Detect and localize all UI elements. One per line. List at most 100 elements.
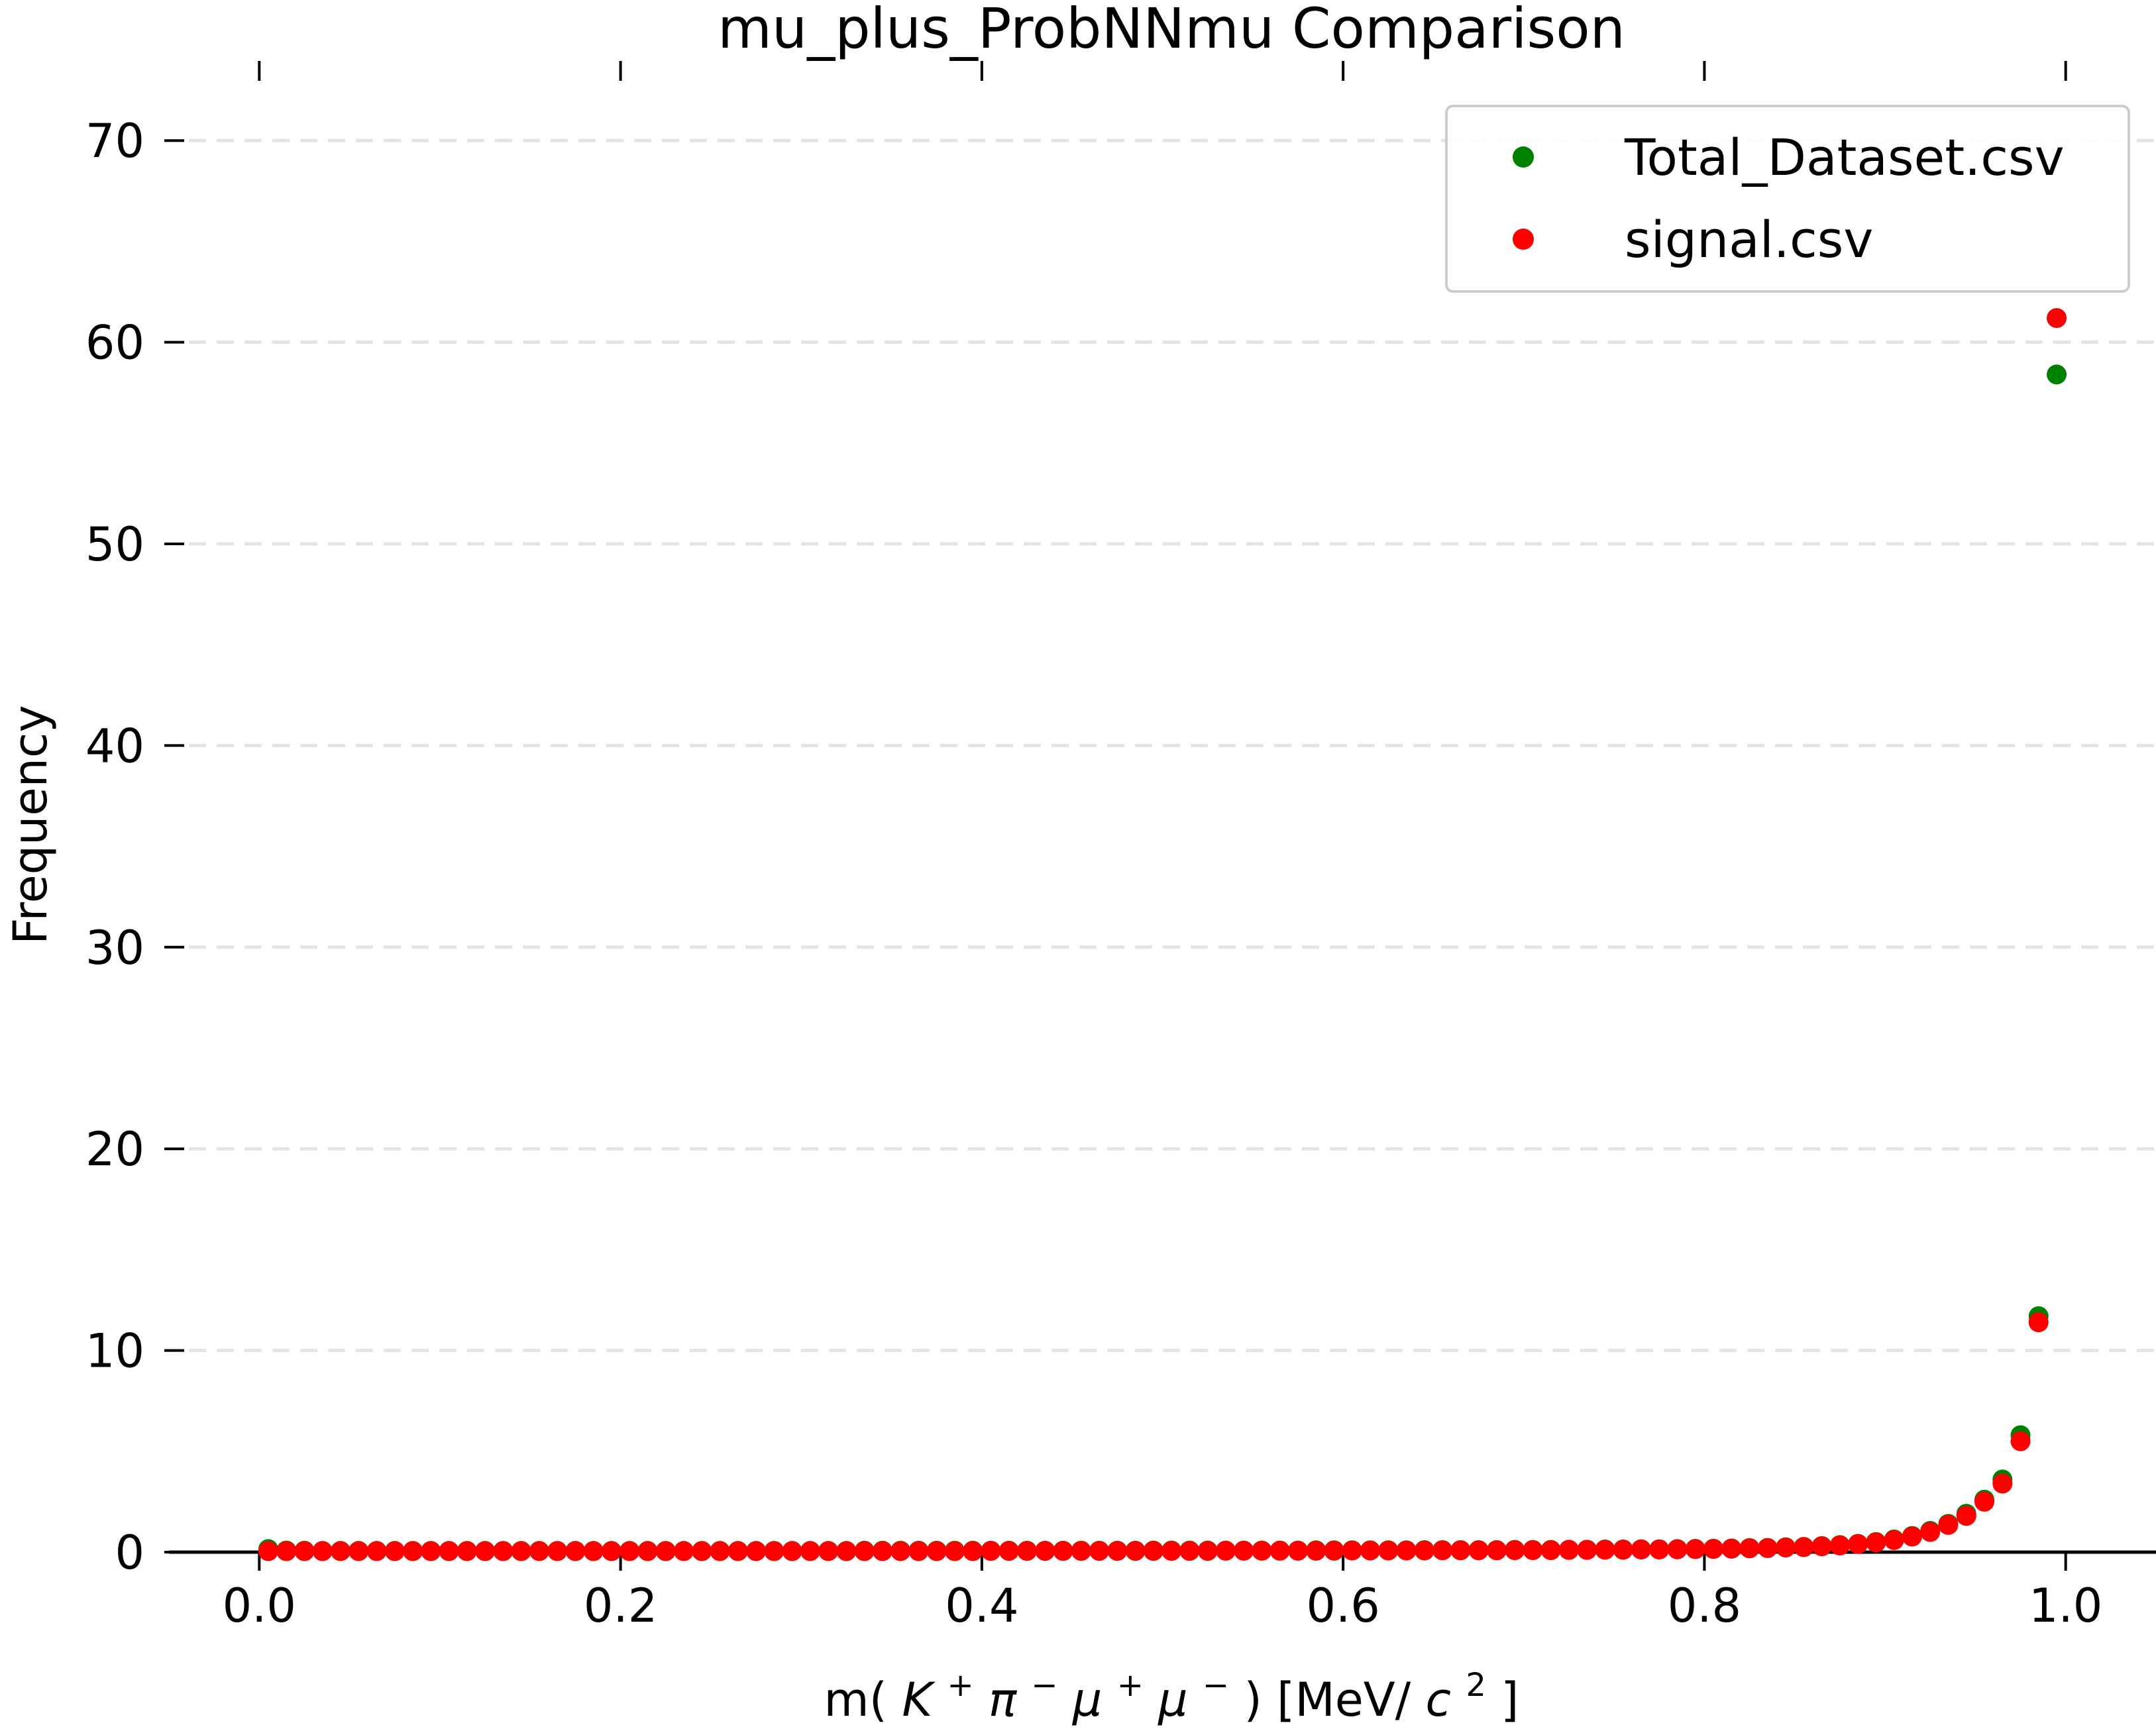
point-signal-csv (1811, 1536, 1832, 1557)
data-points (258, 308, 2067, 1561)
chart-title: mu_plus_ProbNNmu Comparison (718, 0, 1625, 61)
point-signal-csv (366, 1541, 387, 1561)
top-x-ticks (258, 61, 2067, 81)
point-signal-csv (1215, 1540, 1236, 1561)
x-label-particle-k: K (902, 1673, 936, 1727)
point-signal-csv (1089, 1541, 1110, 1561)
point-signal-csv (1558, 1540, 1579, 1560)
y-tick-label: 70 (85, 114, 144, 168)
point-signal-csv (1432, 1540, 1453, 1561)
point-signal-csv (1685, 1539, 1705, 1559)
point-signal-csv (1848, 1534, 1868, 1554)
point-signal-csv (601, 1541, 621, 1561)
point-signal-csv (349, 1541, 369, 1561)
x-axis-label-unit-power: 2 (1466, 1667, 1486, 1704)
point-signal-csv (258, 1541, 278, 1561)
point-signal-csv (1234, 1540, 1254, 1561)
x-tick-label: 0.6 (1306, 1579, 1379, 1633)
point-signal-csv (1414, 1540, 1434, 1561)
point-signal-csv (1667, 1539, 1688, 1559)
point-signal-csv (1938, 1514, 1959, 1535)
point-signal-csv (1161, 1541, 1182, 1561)
x-label-charge-k: + (947, 1667, 973, 1704)
point-signal-csv (1956, 1506, 1976, 1526)
point-signal-csv (493, 1541, 513, 1561)
point-signal-csv (908, 1541, 929, 1561)
x-tick-label: 0.2 (584, 1579, 657, 1633)
x-tick-label: 1.0 (2029, 1579, 2102, 1633)
point-signal-csv (1378, 1540, 1399, 1561)
point-signal-csv (764, 1541, 784, 1561)
point-signal-csv (1649, 1540, 1670, 1560)
point-signal-csv (674, 1541, 694, 1561)
point-signal-csv (1035, 1541, 1055, 1561)
point-signal-csv (1884, 1530, 1904, 1550)
x-label-charge-pi: − (1031, 1667, 1057, 1704)
point-signal-csv (1360, 1540, 1381, 1561)
point-signal-csv (1505, 1540, 1525, 1560)
point-signal-csv (511, 1541, 531, 1561)
point-signal-csv (981, 1541, 1001, 1561)
x-label-particle-mu-minus: μ (1158, 1673, 1188, 1727)
point-signal-csv (294, 1541, 315, 1561)
point-signal-csv (782, 1541, 802, 1561)
point-signal-csv (1143, 1541, 1163, 1561)
x-axis-label-suffix: ] (1501, 1673, 1519, 1727)
point-signal-csv (872, 1541, 892, 1561)
legend-label-signal: signal.csv (1625, 210, 1873, 269)
x-axis-label-prefix: m( (824, 1673, 888, 1727)
point-signal-csv (1396, 1540, 1417, 1561)
point-signal-csv (1324, 1540, 1344, 1561)
point-signal-csv (331, 1541, 351, 1561)
point-signal-csv (276, 1541, 297, 1561)
point-signal-csv (818, 1541, 839, 1561)
point-signal-csv (890, 1541, 911, 1561)
point-signal-csv (1306, 1540, 1326, 1561)
point-signal-csv (620, 1541, 640, 1561)
point-signal-csv (1071, 1541, 1091, 1561)
point-signal-csv (1540, 1540, 1561, 1560)
point-signal-csv (1197, 1541, 1218, 1561)
x-axis-label: m( K + π − μ + μ − ) [MeV/ c 2 ] (824, 1653, 1519, 1727)
point-signal-csv (926, 1541, 947, 1561)
point-signal-csv (1252, 1540, 1272, 1561)
y-tick-label: 60 (85, 316, 144, 370)
point-signal-csv (1703, 1539, 1724, 1559)
point-signal-csv (583, 1541, 604, 1561)
point-signal-csv (637, 1541, 658, 1561)
legend: Total_Dataset.csv signal.csv (1445, 105, 2130, 293)
legend-marker-total-dataset (1513, 146, 1534, 168)
point-signal-csv (963, 1541, 983, 1561)
point-signal-csv (1739, 1538, 1760, 1559)
point-signal-csv (384, 1541, 405, 1561)
point-signal-csv (1902, 1526, 1922, 1547)
legend-box (1445, 105, 2130, 293)
y-axis: 0 10 20 30 40 50 60 70 (85, 114, 184, 1580)
point-signal-csv (529, 1541, 549, 1561)
y-tick-label: 20 (85, 1122, 144, 1177)
point-signal-csv (1974, 1491, 1994, 1512)
point-signal-csv (565, 1541, 586, 1561)
point-signal-csv (998, 1541, 1019, 1561)
point-signal-csv (1179, 1541, 1200, 1561)
point-signal-csv (547, 1541, 568, 1561)
x-axis-label-unit-c: c (1426, 1673, 1452, 1727)
point-signal-csv (1125, 1541, 1146, 1561)
point-signal-csv (1053, 1541, 1073, 1561)
point-signal-csv (1523, 1540, 1543, 1560)
grid-lines (189, 138, 2156, 1353)
y-tick-label: 40 (85, 719, 144, 773)
point-signal-csv (475, 1541, 496, 1561)
y-tick-label: 10 (85, 1324, 144, 1379)
x-label-particle-pi: π (989, 1673, 1018, 1727)
point-signal-csv (1992, 1473, 2013, 1494)
point-signal-csv (854, 1541, 875, 1561)
point-signal-csv (2028, 1312, 2049, 1332)
point-signal-csv (1468, 1540, 1489, 1561)
x-tick-label: 0.8 (1668, 1579, 1741, 1633)
x-tick-label: 0.0 (223, 1579, 296, 1633)
point-signal-csv (728, 1541, 748, 1561)
point-signal-csv (710, 1541, 730, 1561)
point-signal-csv (1866, 1532, 1886, 1553)
